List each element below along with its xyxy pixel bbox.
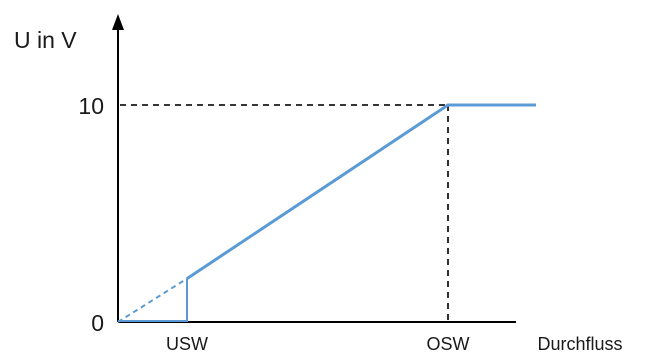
y-tick-10: 10 [78,93,104,119]
x-tick-usw: USW [166,334,208,354]
x-axis-label: Durchfluss [537,334,622,354]
y-axis-label: U in V [14,27,77,53]
x-tick-osw: OSW [427,334,470,354]
y-axis-arrow-icon [112,14,124,30]
y-tick-0: 0 [91,310,104,336]
curve-segment-solid [186,103,536,280]
curve-segment-dashed [117,277,188,323]
